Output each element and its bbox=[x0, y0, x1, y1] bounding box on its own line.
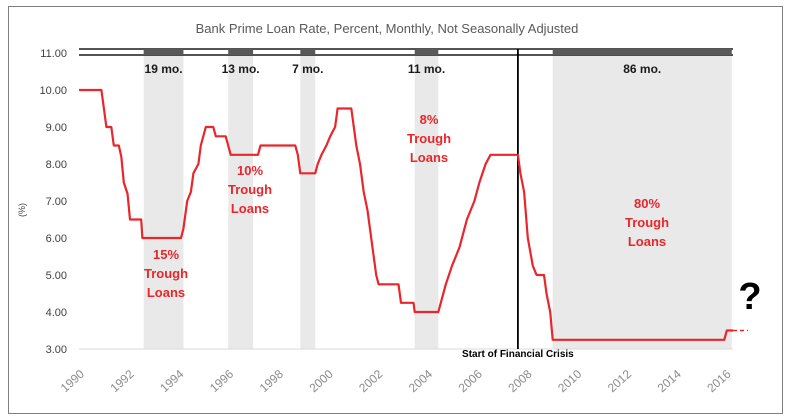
label-layer: 19 mo. 13 mo. 7 mo. 11 mo. 86 mo. Start of Fi… bbox=[144, 62, 762, 360]
trough-annotation-line: Trough bbox=[228, 182, 272, 197]
trough-annotation-line: Loans bbox=[231, 201, 269, 216]
recovery-shade-3 bbox=[414, 53, 439, 349]
y-tick-label: 6.00 bbox=[46, 233, 67, 245]
recovery-bar-4 bbox=[552, 49, 732, 55]
trough-annotation-line: Loans bbox=[410, 150, 448, 165]
x-tick-label: 1992 bbox=[108, 367, 137, 395]
trough-annotation-line: Loans bbox=[147, 285, 185, 300]
trough-annotation-line: Loans bbox=[628, 234, 666, 249]
y-tick-label: 3.00 bbox=[46, 344, 67, 356]
recovery-shade-1 bbox=[228, 53, 254, 349]
recovery-duration-label: 11 mo. bbox=[408, 62, 445, 76]
recovery-duration-label: 7 mo. bbox=[292, 62, 323, 76]
y-tick-label: 10.00 bbox=[39, 85, 67, 97]
trough-annotation: 10% Trough Loans bbox=[228, 163, 272, 216]
x-tick-label: 2008 bbox=[505, 367, 534, 395]
y-tick-label: 7.00 bbox=[46, 196, 67, 208]
trough-annotation-line: 15% bbox=[153, 247, 179, 262]
bar-layer bbox=[79, 48, 733, 349]
trough-annotation-line: Trough bbox=[144, 266, 188, 281]
x-tick-label: 1994 bbox=[157, 367, 186, 395]
trough-annotation-line: 10% bbox=[237, 163, 263, 178]
recovery-bar-1 bbox=[228, 49, 254, 55]
recovery-shade-2 bbox=[300, 53, 316, 349]
line-layer bbox=[79, 88, 748, 341]
recovery-duration-label: 13 mo. bbox=[222, 62, 260, 76]
x-tick-label: 2016 bbox=[704, 367, 733, 395]
recovery-duration-label: 86 mo. bbox=[623, 62, 661, 76]
trough-annotation-line: 80% bbox=[634, 196, 660, 211]
prime-rate-line bbox=[79, 88, 733, 341]
trough-annotation-line: Trough bbox=[625, 215, 669, 230]
x-tick-label: 2012 bbox=[605, 367, 634, 395]
recovery-bar-2 bbox=[300, 49, 316, 55]
x-tick-label: 1996 bbox=[207, 367, 236, 395]
recovery-duration-label: 19 mo. bbox=[145, 62, 183, 76]
trough-annotation: 8% Trough Loans bbox=[407, 112, 451, 165]
trough-annotation: 15% Trough Loans bbox=[144, 247, 188, 300]
recovery-shade-4 bbox=[552, 53, 732, 349]
question-mark: ? bbox=[738, 276, 761, 318]
trough-annotation: 80% Trough Loans bbox=[625, 196, 669, 249]
x-tick-label: 1998 bbox=[257, 367, 286, 395]
chart-svg: Bank Prime Loan Rate, Percent, Monthly, … bbox=[17, 21, 762, 395]
x-tick-label: 2000 bbox=[306, 367, 335, 395]
y-tick-label: 9.00 bbox=[46, 122, 67, 134]
y-tick-label: 5.00 bbox=[46, 270, 67, 282]
trough-annotation-line: 8% bbox=[420, 112, 439, 127]
y-tick-label: 4.00 bbox=[46, 307, 67, 319]
y-tick-label: 8.00 bbox=[46, 159, 67, 171]
x-tick-label: 1990 bbox=[58, 367, 87, 395]
recovery-shade-0 bbox=[143, 53, 184, 349]
x-tick-label: 2004 bbox=[406, 367, 435, 395]
x-tick-label: 2002 bbox=[356, 367, 385, 395]
recovery-bar-3 bbox=[414, 49, 439, 55]
chart-frame: Bank Prime Loan Rate, Percent, Monthly, … bbox=[8, 6, 783, 414]
recovery-bar-0 bbox=[143, 49, 184, 55]
trough-annotation-line: Trough bbox=[407, 131, 451, 146]
chart-title: Bank Prime Loan Rate, Percent, Monthly, … bbox=[196, 21, 579, 36]
x-tick-label: 2006 bbox=[456, 367, 485, 395]
crisis-label: Start of Financial Crisis bbox=[462, 349, 574, 360]
y-tick-label: 11.00 bbox=[40, 48, 67, 60]
shade-layer bbox=[143, 53, 732, 349]
x-tick-label: 2010 bbox=[555, 367, 584, 395]
x-tick-label: 2014 bbox=[655, 367, 684, 395]
y-axis-label: (%) bbox=[17, 203, 27, 217]
